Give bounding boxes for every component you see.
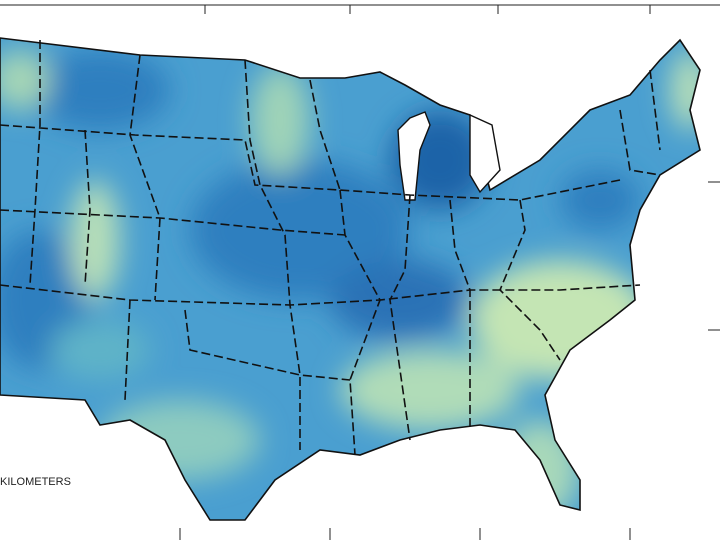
lake-michigan — [397, 111, 431, 201]
lake-huron — [469, 113, 501, 194]
state-borders — [0, 40, 661, 456]
country-outline — [0, 37, 701, 521]
frame-ticks — [179, 5, 720, 540]
scale-label: KILOMETERS — [0, 476, 71, 488]
